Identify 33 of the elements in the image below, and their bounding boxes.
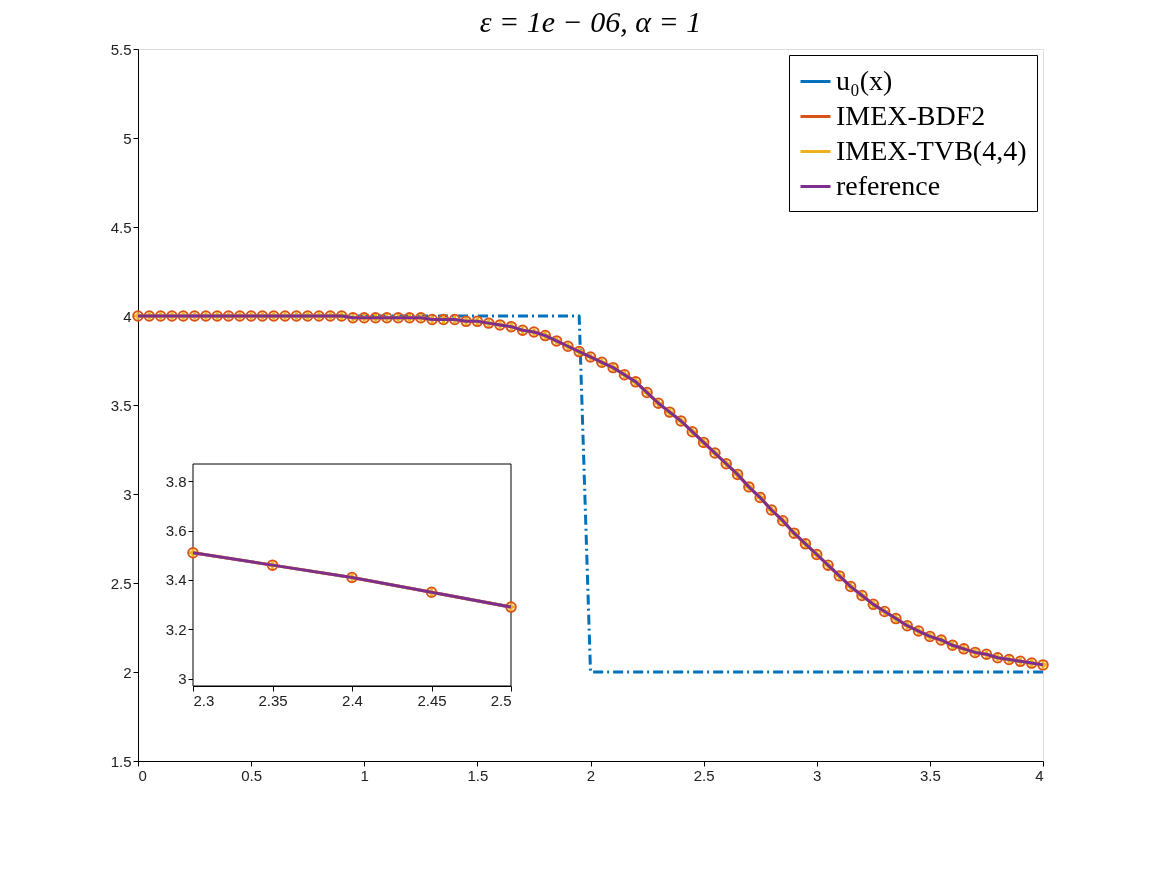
legend-label: reference — [836, 169, 941, 201]
legend-label: IMEX-BDF2 — [836, 99, 986, 131]
y-tick-label: 3.5 — [110, 396, 132, 414]
x-tick-label: 2.45 — [417, 691, 447, 709]
y-tick-label: 3.8 — [165, 472, 187, 490]
y-tick-label: 2.5 — [110, 574, 132, 592]
chart-title: ε = 1e − 06, α = 1 — [479, 5, 702, 38]
y-tick-label: 3 — [123, 485, 132, 503]
y-tick-label: 3.6 — [165, 522, 187, 540]
x-tick-label: 0 — [138, 766, 147, 784]
x-tick-label: 3 — [813, 766, 822, 784]
y-tick-label: 2 — [123, 663, 132, 681]
y-tick-label: 5.5 — [110, 40, 132, 58]
x-tick-label: 2.5 — [490, 691, 512, 709]
x-tick-label: 0.5 — [241, 766, 263, 784]
y-tick-label: 5 — [123, 129, 132, 147]
y-tick-label: 3 — [178, 670, 187, 688]
x-tick-label: 3.5 — [919, 766, 941, 784]
y-tick-label: 1.5 — [110, 752, 132, 770]
x-tick-label: 2.5 — [693, 766, 715, 784]
x-tick-label: 2.4 — [342, 691, 363, 709]
x-tick-label: 1 — [360, 766, 369, 784]
y-tick-label: 4.5 — [110, 218, 132, 236]
x-tick-label: 2 — [586, 766, 596, 784]
x-tick-label: 1.5 — [467, 766, 489, 784]
x-tick-label: 4 — [1035, 766, 1044, 784]
x-tick-label: 2.3 — [193, 691, 215, 709]
x-tick-label: 2.35 — [258, 691, 288, 709]
legend-label: u₀(x) — [836, 64, 893, 96]
y-tick-label: 3.2 — [165, 620, 187, 638]
y-tick-label: 4 — [123, 307, 132, 325]
legend-label: IMEX-TVB(4,4) — [836, 134, 1027, 166]
y-tick-label: 3.4 — [165, 571, 187, 589]
